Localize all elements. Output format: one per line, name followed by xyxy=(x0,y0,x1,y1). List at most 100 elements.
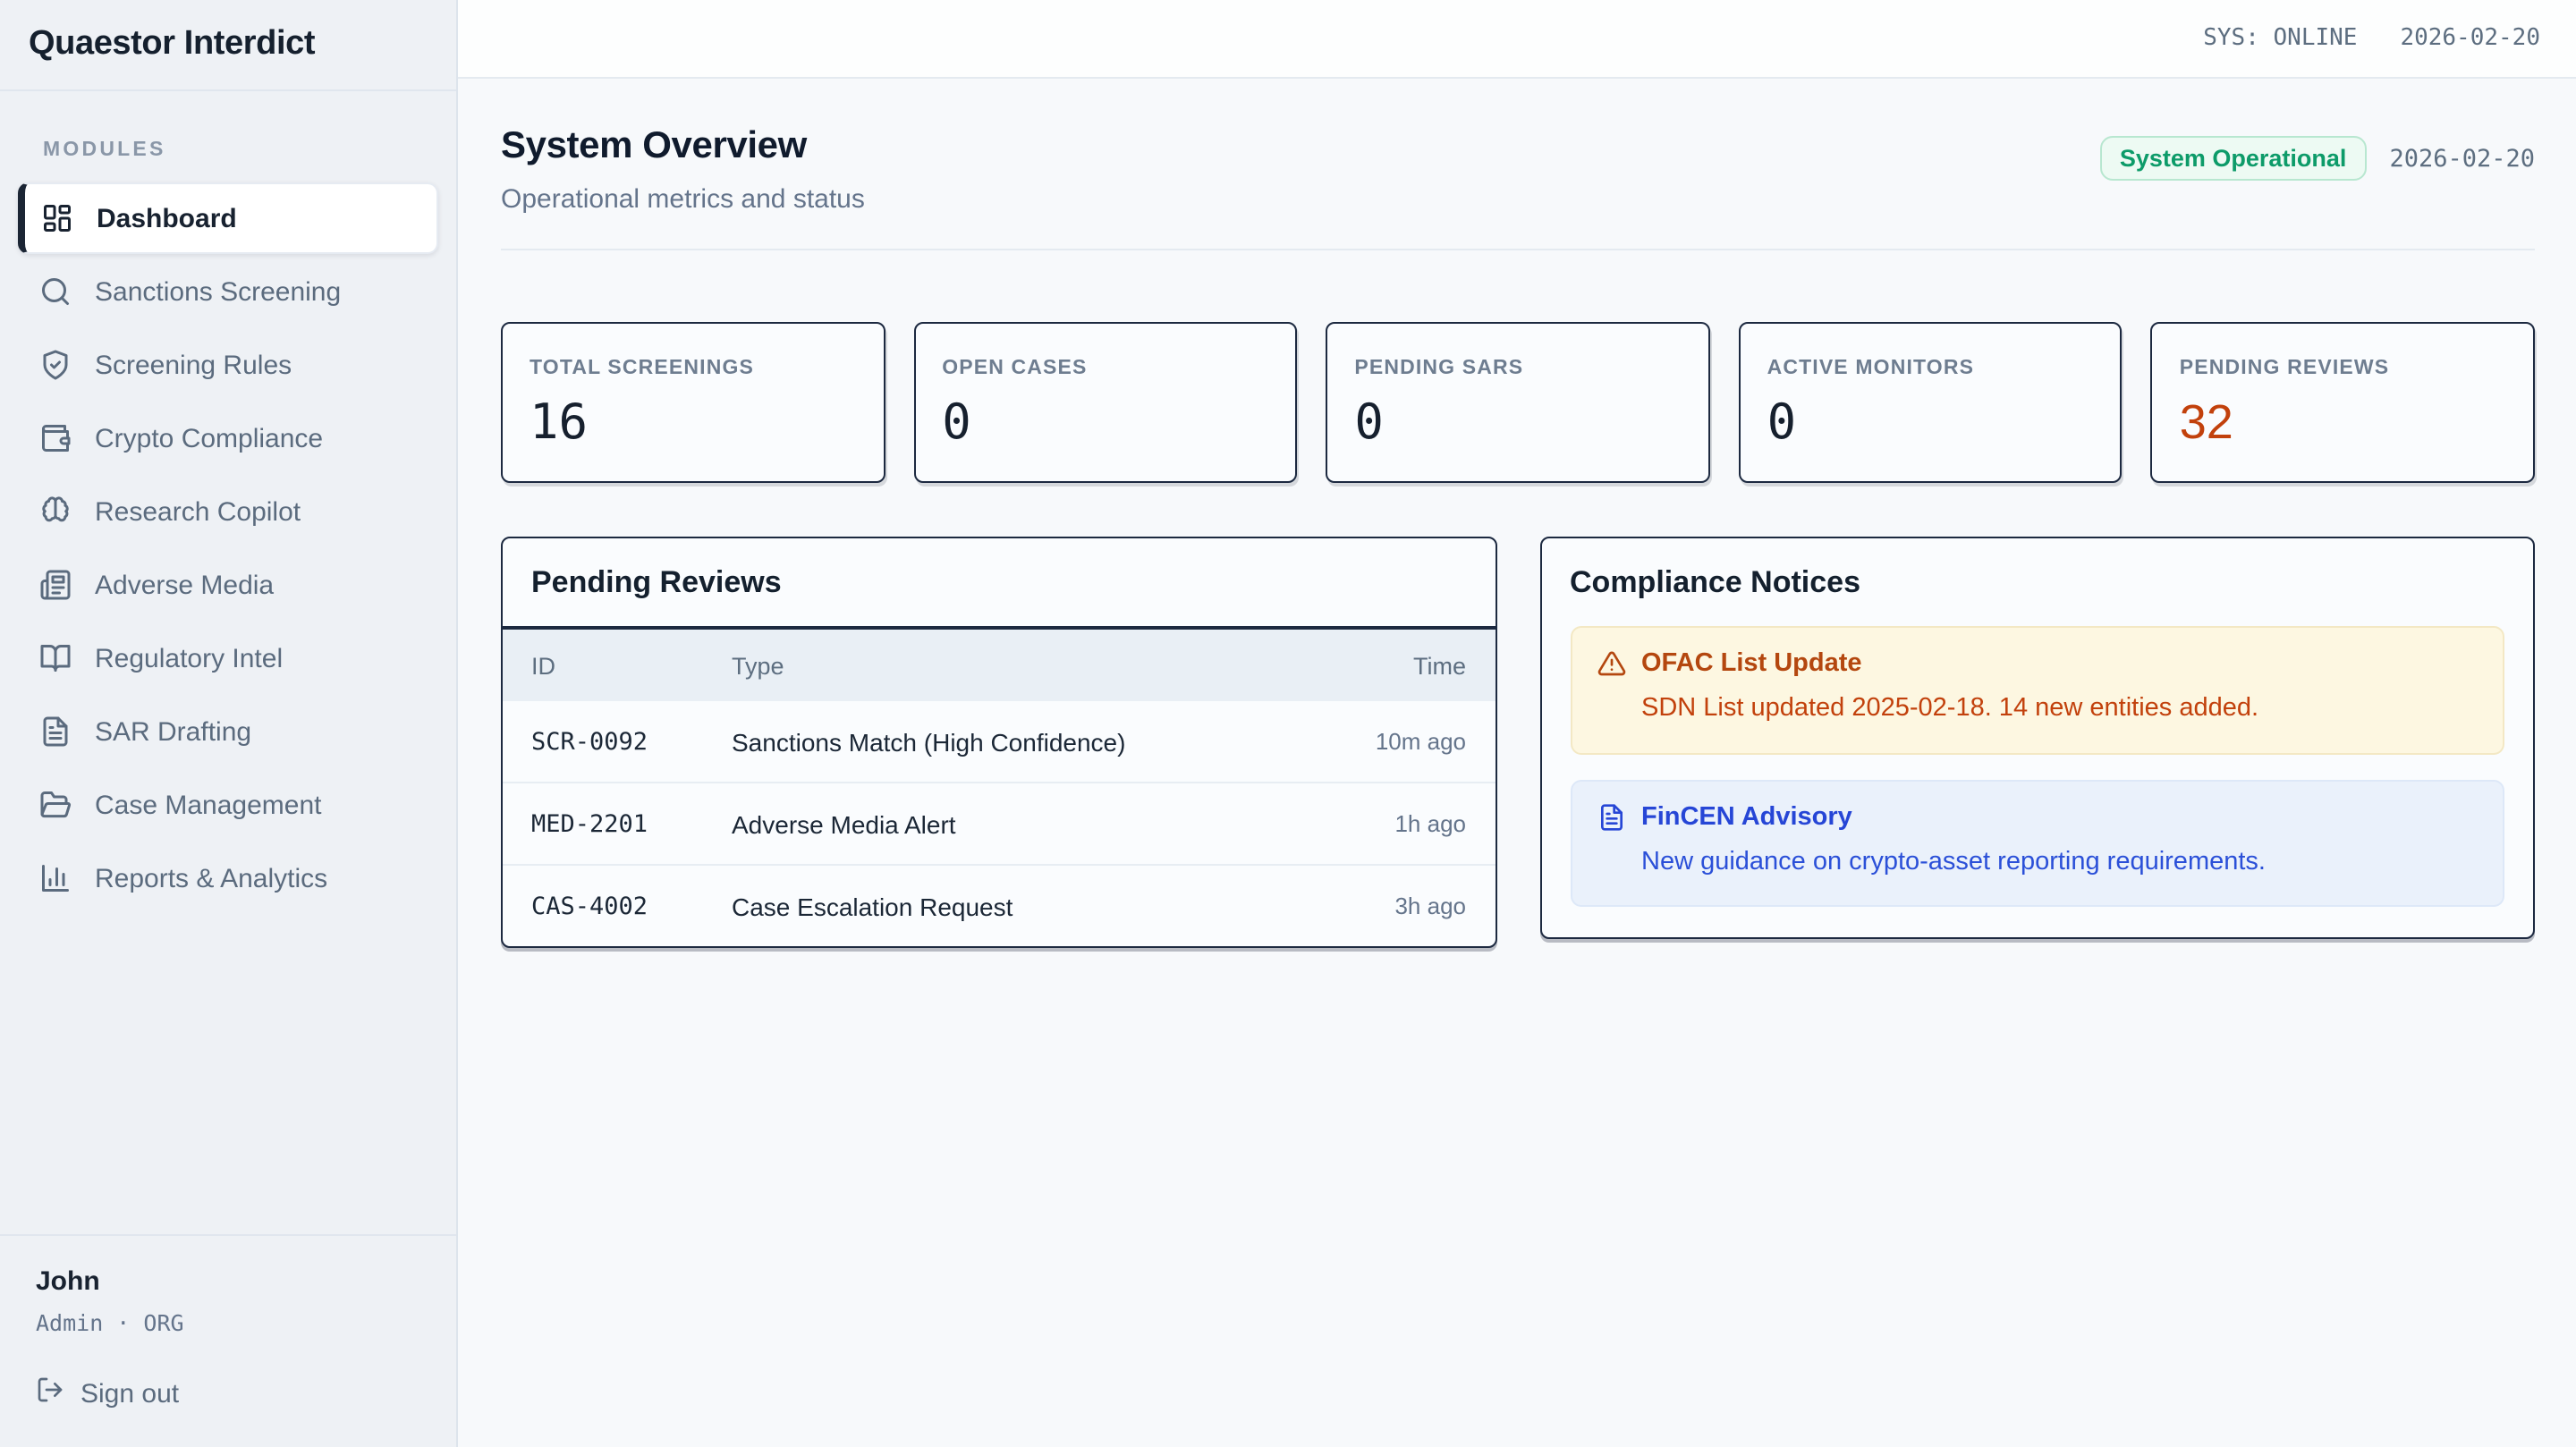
compliance-notices-title: Compliance Notices xyxy=(1570,565,1860,599)
review-time: 3h ago xyxy=(1394,893,1466,919)
newspaper-icon xyxy=(39,569,72,601)
sidebar-section-label: MODULES xyxy=(43,140,166,161)
metric-value: 16 xyxy=(530,395,589,451)
page-content: System Overview Operational metrics and … xyxy=(458,79,2576,948)
sidebar-item-sar-drafting[interactable]: SAR Drafting xyxy=(18,696,438,767)
table-header-row: ID Type Time xyxy=(503,630,1495,701)
sidebar-item-label: Case Management xyxy=(95,790,322,820)
sidebar-item-crypto-compliance[interactable]: Crypto Compliance xyxy=(18,402,438,474)
wallet-icon xyxy=(39,422,72,454)
pending-reviews-panel: Pending Reviews ID Type Time SCR-0092 San… xyxy=(501,537,1496,948)
pending-reviews-title: Pending Reviews xyxy=(531,565,782,599)
sidebar-item-case-management[interactable]: Case Management xyxy=(18,769,438,841)
column-header-time: Time xyxy=(1413,652,1466,679)
review-type: Adverse Media Alert xyxy=(732,809,956,838)
sidebar-item-label: Reports & Analytics xyxy=(95,863,328,893)
top-status-bar: SYS: ONLINE 2026-02-20 xyxy=(458,0,2576,79)
sidebar-item-screening-rules[interactable]: Screening Rules xyxy=(18,329,438,401)
app-title: Quaestor Interdict xyxy=(29,25,316,63)
sidebar-item-label: Crypto Compliance xyxy=(95,423,324,453)
alert-triangle-icon xyxy=(1597,649,1625,678)
bar-chart-icon xyxy=(39,862,72,894)
sidebar-item-label: Screening Rules xyxy=(95,350,292,380)
notice-body: New guidance on crypto-asset reporting r… xyxy=(1641,847,2266,876)
metric-card-pending-reviews: PENDING REVIEWS 32 xyxy=(2150,322,2535,483)
sidebar-header: Quaestor Interdict xyxy=(0,0,456,91)
metric-label: PENDING REVIEWS xyxy=(2179,358,2390,379)
column-header-type: Type xyxy=(732,652,784,679)
metric-card-active-monitors: ACTIVE MONITORS 0 xyxy=(1738,322,2123,483)
status-badge: System Operational xyxy=(2099,136,2367,181)
sign-out-label: Sign out xyxy=(80,1378,180,1409)
sidebar-nav: Dashboard Sanctions Screening Screening Ru… xyxy=(0,182,456,914)
sidebar: Quaestor Interdict MODULES Dashboard Sanc… xyxy=(0,0,458,1447)
page-title: System Overview xyxy=(501,125,807,166)
table-row[interactable]: SCR-0092 Sanctions Match (High Confidence… xyxy=(503,701,1495,782)
sidebar-item-label: SAR Drafting xyxy=(95,716,252,747)
folder-open-icon xyxy=(39,789,72,821)
metric-card-total-screenings: TOTAL SCREENINGS 16 xyxy=(501,322,886,483)
page-header: System Overview Operational metrics and … xyxy=(501,125,2535,215)
table-row[interactable]: MED-2201 Adverse Media Alert 1h ago xyxy=(503,782,1495,864)
header-divider xyxy=(501,249,2535,250)
notice-list: OFAC List Update SDN List updated 2025-02… xyxy=(1570,626,2504,908)
sidebar-item-label: Dashboard xyxy=(97,203,237,233)
notice-header: FinCEN Advisory xyxy=(1597,802,2478,831)
sidebar-item-regulatory-intel[interactable]: Regulatory Intel xyxy=(18,622,438,694)
page-header-text: System Overview Operational metrics and … xyxy=(501,125,865,215)
sidebar-item-research-copilot[interactable]: Research Copilot xyxy=(18,476,438,547)
system-status: SYS: ONLINE xyxy=(2203,25,2358,52)
compliance-notices-panel: Compliance Notices OFAC List Update SDN L… xyxy=(1539,537,2535,940)
metric-value: 0 xyxy=(942,395,971,451)
metric-value: 32 xyxy=(2179,395,2233,449)
main-area: SYS: ONLINE 2026-02-20 System Overview O… xyxy=(458,0,2576,1447)
user-role: Admin · ORG xyxy=(36,1309,184,1336)
sidebar-footer: John Admin · ORG Sign out xyxy=(0,1234,456,1447)
file-text-icon xyxy=(39,715,72,748)
metric-cards-row: TOTAL SCREENINGS 16 OPEN CASES 0 PENDING SAR… xyxy=(501,322,2535,483)
pending-reviews-header: Pending Reviews xyxy=(503,538,1495,630)
page-header-status: System Operational 2026-02-20 xyxy=(2099,136,2535,181)
metric-label: PENDING SARS xyxy=(1354,358,1524,379)
panels-row: Pending Reviews ID Type Time SCR-0092 San… xyxy=(501,537,2535,948)
search-icon xyxy=(39,275,72,308)
sign-out-button[interactable]: Sign out xyxy=(36,1375,420,1411)
compliance-notices-body: Compliance Notices OFAC List Update SDN L… xyxy=(1541,538,2533,937)
book-open-icon xyxy=(39,642,72,674)
review-time: 10m ago xyxy=(1375,728,1466,755)
review-id: SCR-0092 xyxy=(531,727,648,756)
notice-ofac-list-update: OFAC List Update SDN List updated 2025-02… xyxy=(1570,626,2504,755)
shield-check-icon xyxy=(39,349,72,381)
review-type: Sanctions Match (High Confidence) xyxy=(732,727,1126,756)
user-name: John xyxy=(36,1266,100,1297)
sidebar-item-adverse-media[interactable]: Adverse Media xyxy=(18,549,438,621)
notice-title: FinCEN Advisory xyxy=(1641,802,1852,832)
metric-label: OPEN CASES xyxy=(942,358,1088,379)
sidebar-item-label: Research Copilot xyxy=(95,496,301,527)
review-time: 1h ago xyxy=(1394,810,1466,837)
page-subtitle: Operational metrics and status xyxy=(501,184,865,215)
sidebar-item-label: Sanctions Screening xyxy=(95,276,342,307)
notice-body: SDN List updated 2025-02-18. 14 new enti… xyxy=(1641,694,2259,723)
brain-icon xyxy=(39,495,72,528)
notice-header: OFAC List Update xyxy=(1597,649,2478,678)
sidebar-item-reports-analytics[interactable]: Reports & Analytics xyxy=(18,842,438,914)
sidebar-item-label: Adverse Media xyxy=(95,570,275,600)
metric-label: TOTAL SCREENINGS xyxy=(530,358,754,379)
metric-card-pending-sars: PENDING SARS 0 xyxy=(1326,322,1710,483)
table-body: SCR-0092 Sanctions Match (High Confidence… xyxy=(503,701,1495,946)
column-header-id: ID xyxy=(531,652,555,679)
review-id: MED-2201 xyxy=(531,809,648,838)
metric-label: ACTIVE MONITORS xyxy=(1767,358,1975,379)
table-row[interactable]: CAS-4002 Case Escalation Request 3h ago xyxy=(503,864,1495,946)
metric-value: 0 xyxy=(1354,395,1384,451)
sidebar-item-dashboard[interactable]: Dashboard xyxy=(18,182,438,254)
overview-date: 2026-02-20 xyxy=(2389,144,2535,173)
sidebar-item-label: Regulatory Intel xyxy=(95,643,284,673)
metric-card-open-cases: OPEN CASES 0 xyxy=(913,322,1298,483)
review-id: CAS-4002 xyxy=(531,892,648,920)
log-out-icon xyxy=(36,1375,64,1411)
review-type: Case Escalation Request xyxy=(732,892,1013,920)
sidebar-item-sanctions-screening[interactable]: Sanctions Screening xyxy=(18,256,438,327)
